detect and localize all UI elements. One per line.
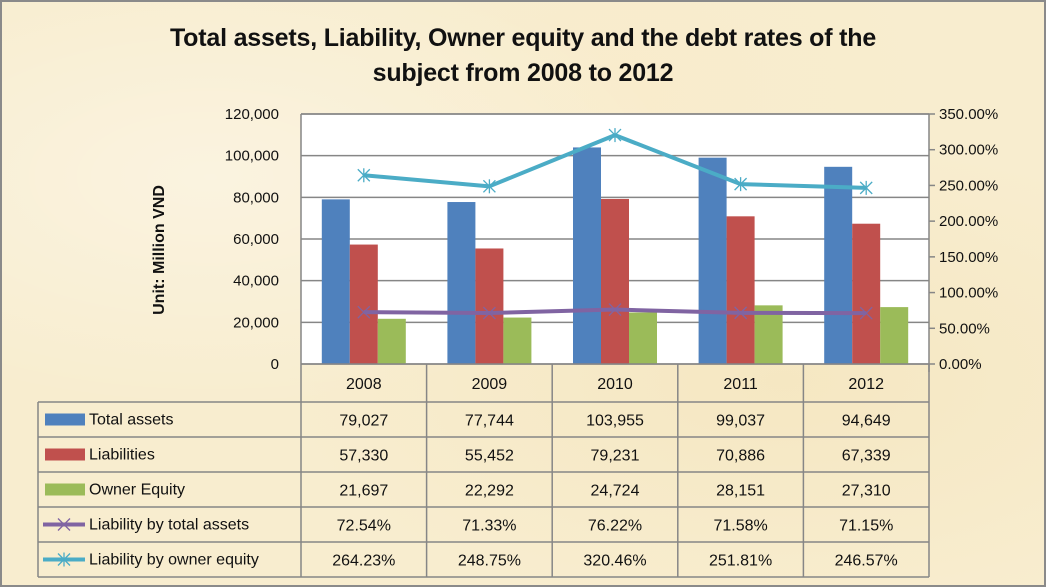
y-tick-label: 20,000 <box>233 314 279 331</box>
category-label: 2008 <box>346 376 382 393</box>
legend-key-total-assets <box>45 413 85 426</box>
y2-tick-label: 50.00% <box>939 320 990 337</box>
series-name: Liability by owner equity <box>89 552 259 569</box>
marker-liability-by-total-assets-2010 <box>608 303 622 317</box>
y2-tick-label: 150.00% <box>939 249 998 266</box>
legend-key-marker <box>57 518 71 531</box>
table-cell: 27,310 <box>842 483 891 500</box>
category-label: 2010 <box>597 376 633 393</box>
category-label: 2009 <box>472 376 508 393</box>
table-cell: 22,292 <box>465 483 514 500</box>
marker-liability-by-total-assets-2009 <box>482 306 496 320</box>
table-cell: 99,037 <box>716 413 765 430</box>
bar-liabilities-2010 <box>601 198 629 364</box>
y2-tick-label: 200.00% <box>939 213 998 230</box>
y2-tick-label: 350.00% <box>939 106 998 123</box>
table-cell: 70,886 <box>716 448 765 465</box>
table-cell: 67,339 <box>842 448 891 465</box>
marker-liability-by-total-assets-2011 <box>734 306 748 320</box>
bar-total-assets-2008 <box>321 199 350 364</box>
bar-liabilities-2008 <box>349 244 378 364</box>
table-cell: 248.75% <box>458 553 521 570</box>
table-row: Total assets 79,027 77,744 103,955 99,037 94,… <box>45 412 891 430</box>
category-label: 2011 <box>723 376 758 393</box>
y-tick-label: 100,000 <box>225 148 279 165</box>
marker-liability-by-owner-equity-2010 <box>608 128 622 143</box>
table-cell: 264.23% <box>332 553 395 570</box>
chart-title-line-1: Total assets, Liability, Owner equity an… <box>169 24 877 52</box>
bar-owner-equity-2011 <box>754 305 783 364</box>
bar-total-assets-2010 <box>573 147 601 364</box>
bar-owner-equity-2010 <box>629 312 657 364</box>
legend-key-owner-equity <box>45 483 85 496</box>
table-cell: 28,151 <box>716 483 765 500</box>
legend-key-liabilities <box>45 448 85 461</box>
table-row: Liability by total assets 72.54% 71.33% 76.… <box>43 517 893 535</box>
y-tick-label: 80,000 <box>233 189 279 206</box>
bar-owner-equity-2012 <box>880 307 909 364</box>
table-cell: 103,955 <box>586 413 644 430</box>
bar-total-assets-2012 <box>824 166 853 364</box>
bar-total-assets-2011 <box>698 157 727 364</box>
table-cell: 94,649 <box>842 413 891 430</box>
bar-liabilities-2012 <box>852 223 881 364</box>
table-row: Liabilities 57,330 55,452 79,231 70,886 67,33… <box>45 447 891 465</box>
y-tick-label: 60,000 <box>233 231 279 248</box>
y2-tick-label: 250.00% <box>939 177 998 194</box>
table-cell: 21,697 <box>339 483 388 500</box>
bar-owner-equity-2008 <box>377 318 406 364</box>
legend-key-marker <box>57 552 71 567</box>
bar-total-assets-2009 <box>447 202 476 364</box>
table-cell: 320.46% <box>583 553 646 570</box>
bar-liabilities-2011 <box>726 216 755 364</box>
series-name: Liability by total assets <box>89 517 249 534</box>
series-name: Liabilities <box>89 447 155 464</box>
marker-liability-by-owner-equity-2008 <box>357 168 371 183</box>
table-cell: 55,452 <box>465 448 514 465</box>
table-cell: 71.15% <box>839 518 893 535</box>
y2-tick-label: 100.00% <box>939 285 998 302</box>
y-tick-label: 40,000 <box>233 273 279 290</box>
marker-liability-by-owner-equity-2012 <box>859 180 873 195</box>
table-cell: 57,330 <box>339 448 388 465</box>
table-row: Liability by owner equity 264.23% 248.75% 3… <box>43 552 898 570</box>
y2-tick-label: 300.00% <box>939 142 998 159</box>
series-name: Owner Equity <box>89 482 185 499</box>
table-cell: 246.57% <box>835 553 898 570</box>
y2-tick-label: 0.00% <box>939 356 982 373</box>
table-cell: 71.33% <box>462 518 516 535</box>
table-cell: 72.54% <box>337 518 391 535</box>
table-cell: 71.58% <box>713 518 767 535</box>
marker-liability-by-owner-equity-2009 <box>482 179 496 194</box>
table-cell: 251.81% <box>709 553 772 570</box>
marker-liability-by-total-assets-2012 <box>859 306 873 320</box>
table-cell: 24,724 <box>591 483 640 500</box>
y-tick-label: 0 <box>271 356 279 373</box>
chart-title-line-2: subject from 2008 to 2012 <box>372 59 674 87</box>
bar-liabilities-2009 <box>475 248 504 364</box>
table-row: Owner Equity 21,697 22,292 24,724 28,151 27,3… <box>45 482 891 500</box>
y-tick-label: 120,000 <box>225 106 279 123</box>
marker-liability-by-total-assets-2008 <box>357 305 371 319</box>
table-cell: 77,744 <box>465 413 514 430</box>
table-cell: 76.22% <box>588 518 642 535</box>
table-cell: 79,231 <box>591 448 640 465</box>
category-label: 2012 <box>848 376 884 393</box>
marker-liability-by-owner-equity-2011 <box>734 177 748 192</box>
bar-owner-equity-2009 <box>503 317 532 364</box>
series-name: Total assets <box>89 412 173 429</box>
table-cell: 79,027 <box>339 413 388 430</box>
